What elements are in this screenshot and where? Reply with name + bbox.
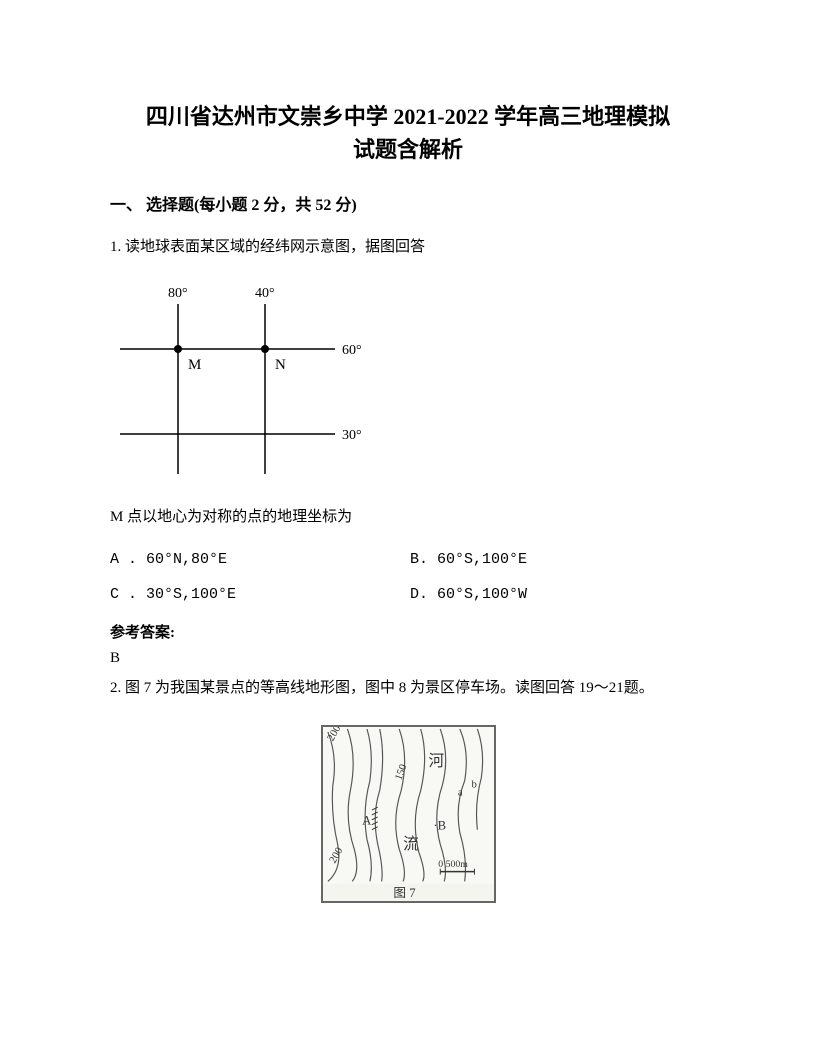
point-b-small: b bbox=[471, 779, 476, 791]
point-m-dot bbox=[174, 345, 182, 353]
option-a: A . 60°N,80°E bbox=[110, 551, 410, 568]
title-line-2: 试题含解析 bbox=[110, 133, 706, 166]
q2-figure: 200 河 150 A a b ·B 流 200 0 500m 图 7 bbox=[110, 725, 706, 908]
lat-bottom-label: 30° bbox=[342, 428, 362, 443]
lon-left-label: 80° bbox=[168, 286, 188, 301]
q1-intro: 1. 读地球表面某区域的经纬网示意图，据图回答 bbox=[110, 235, 706, 259]
figure-caption: 图 7 bbox=[393, 886, 415, 900]
point-a-small: a bbox=[457, 786, 462, 798]
point-n-label: N bbox=[275, 357, 286, 373]
option-b: B. 60°S,100°E bbox=[410, 551, 706, 568]
option-d: D. 60°S,100°W bbox=[410, 586, 706, 603]
option-c: C . 30°S,100°E bbox=[110, 586, 410, 603]
point-m-label: M bbox=[188, 357, 201, 373]
q1-question: M 点以地心为对称的点的地理坐标为 bbox=[110, 504, 706, 531]
page-title: 四川省达州市文崇乡中学 2021-2022 学年高三地理模拟 试题含解析 bbox=[110, 100, 706, 166]
lat-top-label: 60° bbox=[342, 343, 362, 358]
point-b-label: ·B bbox=[433, 819, 446, 833]
answer-label: 参考答案: bbox=[110, 621, 706, 642]
q1-options-row1: A . 60°N,80°E B. 60°S,100°E bbox=[110, 551, 706, 568]
q1-options-row2: C . 30°S,100°E D. 60°S,100°W bbox=[110, 586, 706, 603]
q2-text: 2. 图 7 为我国某景点的等高线地形图，图中 8 为景区停车场。读图回答 19… bbox=[110, 672, 706, 705]
section-header: 一、 选择题(每小题 2 分，共 52 分) bbox=[110, 191, 706, 215]
contour-map: 200 河 150 A a b ·B 流 200 0 500m 图 7 bbox=[321, 725, 496, 903]
scale-label: 0 500m bbox=[438, 859, 468, 870]
answer-value: B bbox=[110, 650, 706, 667]
point-a-label: A bbox=[362, 814, 372, 828]
river-label-1: 河 bbox=[428, 752, 444, 770]
river-label-2: 流 bbox=[403, 835, 419, 853]
q1-diagram: 80° 40° 60° 30° M N bbox=[110, 279, 706, 484]
lon-right-label: 40° bbox=[255, 286, 275, 301]
title-line-1: 四川省达州市文崇乡中学 2021-2022 学年高三地理模拟 bbox=[110, 100, 706, 133]
point-n-dot bbox=[261, 345, 269, 353]
